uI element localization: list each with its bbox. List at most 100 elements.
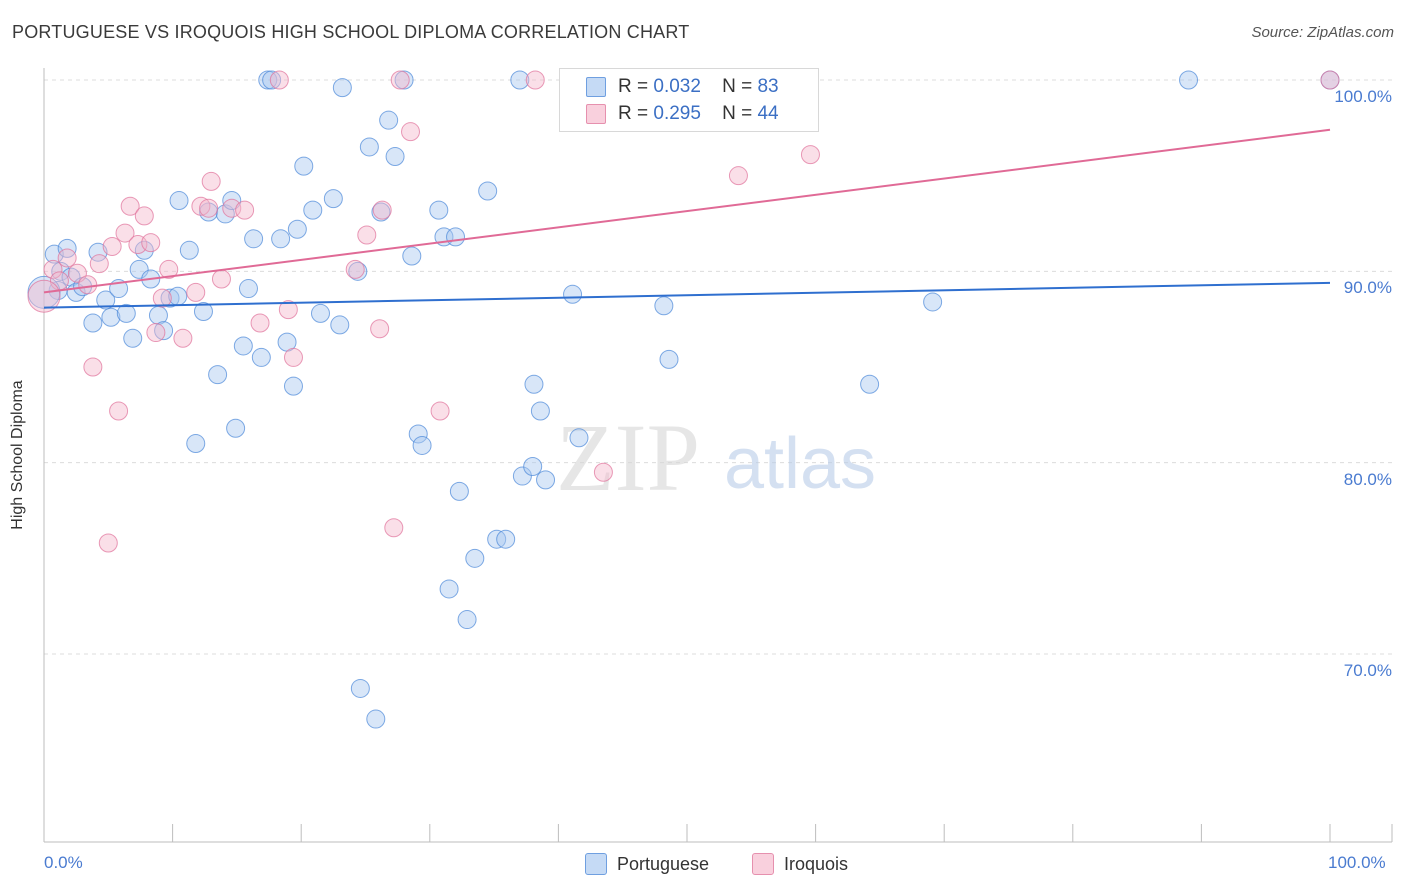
portuguese-swatch: [586, 77, 606, 97]
iroquois-point: [1320, 70, 1340, 90]
iroquois-point: [152, 288, 172, 308]
legend-swatch-portuguese: [585, 853, 607, 875]
trend-lines: [43, 128, 1331, 309]
y-tick-label: 70.0%: [1343, 661, 1392, 680]
portuguese-point: [116, 303, 136, 323]
portuguese-point: [457, 610, 477, 630]
portuguese-point: [57, 238, 77, 258]
iroquois-point: [115, 223, 135, 243]
portuguese-point: [294, 156, 314, 176]
iroquois-point: [109, 401, 129, 421]
portuguese-point: [366, 709, 386, 729]
iroquois-point: [278, 300, 298, 320]
portuguese-point: [350, 678, 370, 698]
portuguese-point: [251, 347, 271, 367]
portuguese-point: [408, 424, 428, 444]
portuguese-point: [154, 321, 174, 341]
iroquois-point: [83, 357, 103, 377]
iroquois-point: [345, 259, 365, 279]
portuguese-point: [446, 227, 466, 247]
portuguese-point: [303, 200, 323, 220]
portuguese-point: [449, 481, 469, 501]
portuguese-point: [860, 374, 880, 394]
portuguese-point: [654, 296, 674, 316]
iroquois-point: [89, 254, 109, 274]
iroquois-point: [384, 518, 404, 538]
iroquois-point: [43, 259, 63, 279]
portuguese-point: [524, 374, 544, 394]
stats-text-portuguese: R = 0.032 N = 83: [618, 76, 779, 97]
series-legend: Portuguese Iroquois: [0, 850, 1406, 880]
portuguese-point: [659, 349, 679, 369]
portuguese-point: [512, 466, 532, 486]
x-tick-max: 100.0%: [1328, 853, 1386, 872]
iroquois-point: [134, 206, 154, 226]
iroquois-point: [201, 171, 221, 191]
portuguese-point: [385, 147, 405, 167]
iroquois-point: [141, 233, 161, 253]
y-axis-label: High School Diploma: [9, 380, 26, 530]
portuguese-point: [429, 200, 449, 220]
portuguese-point: [332, 78, 352, 98]
portuguese-point: [379, 110, 399, 130]
iroquois-point: [98, 533, 118, 553]
portuguese-point: [287, 219, 307, 239]
portuguese-point: [412, 435, 432, 455]
portuguese-trend-line: [43, 281, 1331, 309]
iroquois-point: [211, 269, 231, 289]
portuguese-point: [465, 548, 485, 568]
portuguese-point: [478, 181, 498, 201]
iroquois-point: [27, 279, 61, 313]
iroquois-point: [191, 196, 211, 216]
portuguese-point: [244, 229, 264, 249]
portuguese-point: [530, 401, 550, 421]
iroquois-point: [186, 282, 206, 302]
portuguese-point: [233, 336, 253, 356]
portuguese-point: [536, 470, 556, 490]
iroquois-point: [173, 328, 193, 348]
iroquois-point: [800, 145, 820, 165]
watermark: ZIP atlas: [556, 404, 876, 511]
portuguese-points: [27, 70, 1340, 729]
iroquois-trend-line: [43, 128, 1331, 294]
portuguese-point: [1179, 70, 1199, 90]
axes: [43, 68, 1393, 843]
legend-swatch-iroquois: [752, 853, 774, 875]
iroquois-point: [102, 236, 122, 256]
portuguese-point: [439, 579, 459, 599]
stats-legend: R = 0.032 N = 83 R = 0.295 N = 44: [559, 68, 819, 132]
legend-label-iroquois: Iroquois: [784, 853, 849, 874]
portuguese-point: [323, 189, 343, 209]
watermark-zip: ZIP: [556, 404, 700, 511]
iroquois-point: [199, 198, 219, 218]
portuguese-point: [179, 240, 199, 260]
portuguese-point: [186, 434, 206, 454]
iroquois-point: [146, 323, 166, 343]
iroquois-point: [525, 70, 545, 90]
portuguese-point: [402, 246, 422, 266]
portuguese-point: [96, 290, 116, 310]
iroquois-point: [372, 200, 392, 220]
iroquois-point: [78, 275, 98, 295]
portuguese-point: [271, 229, 291, 249]
iroquois-point: [269, 70, 289, 90]
y-tick-label: 90.0%: [1343, 278, 1392, 298]
iroquois-points: [27, 70, 1340, 553]
iroquois-point: [728, 166, 748, 186]
portuguese-point: [193, 302, 213, 322]
iroquois-point: [57, 248, 77, 268]
portuguese-point: [496, 529, 516, 549]
iroquois-swatch: [586, 104, 606, 124]
portuguese-point: [283, 376, 303, 396]
portuguese-point: [563, 284, 583, 304]
portuguese-point: [238, 279, 258, 299]
iroquois-point: [159, 259, 179, 279]
iroquois-point: [250, 313, 270, 333]
iroquois-point: [593, 462, 613, 482]
portuguese-point: [123, 328, 143, 348]
stats-text-iroquois: R = 0.295 N = 44: [618, 103, 779, 124]
iroquois-point: [430, 401, 450, 421]
portuguese-point: [330, 315, 350, 335]
portuguese-point: [208, 365, 228, 385]
